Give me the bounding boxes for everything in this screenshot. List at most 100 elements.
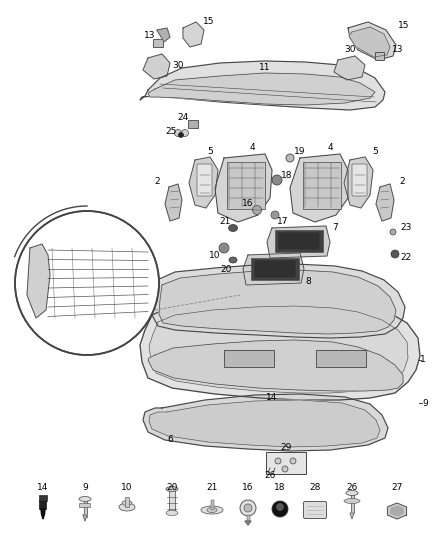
FancyBboxPatch shape [304, 502, 326, 519]
Text: 26: 26 [264, 472, 276, 481]
Text: 30: 30 [344, 45, 356, 54]
Polygon shape [391, 506, 403, 516]
FancyBboxPatch shape [188, 120, 198, 128]
Bar [278, 232, 320, 250]
Text: 19: 19 [294, 148, 306, 157]
Polygon shape [152, 264, 405, 338]
Polygon shape [189, 157, 218, 208]
Text: 4: 4 [327, 143, 333, 152]
Bar [125, 497, 129, 507]
Polygon shape [183, 22, 204, 47]
Polygon shape [290, 154, 348, 222]
Text: 1: 1 [420, 356, 426, 365]
Bar [39, 495, 47, 501]
Polygon shape [245, 521, 251, 525]
Bar [303, 162, 341, 209]
Circle shape [174, 130, 181, 136]
Circle shape [240, 500, 256, 516]
Polygon shape [140, 298, 420, 400]
Bar [224, 350, 274, 367]
FancyBboxPatch shape [80, 504, 91, 507]
Polygon shape [143, 394, 388, 451]
Ellipse shape [201, 506, 223, 514]
FancyBboxPatch shape [153, 39, 163, 47]
Text: 7: 7 [332, 223, 338, 232]
Polygon shape [350, 513, 354, 519]
Polygon shape [215, 154, 272, 222]
Circle shape [252, 206, 261, 214]
Text: 27: 27 [391, 482, 403, 491]
Text: 25: 25 [165, 126, 177, 135]
Circle shape [286, 154, 294, 162]
Circle shape [276, 504, 283, 511]
Ellipse shape [229, 224, 237, 231]
Text: 20: 20 [220, 265, 232, 274]
Text: 8: 8 [305, 278, 311, 287]
Text: 4: 4 [249, 143, 255, 152]
Circle shape [244, 504, 252, 512]
Text: 18: 18 [274, 482, 286, 491]
Ellipse shape [346, 490, 358, 496]
Polygon shape [388, 503, 406, 519]
Bar [350, 493, 353, 513]
Text: 28: 28 [309, 482, 321, 491]
Ellipse shape [122, 500, 132, 505]
Polygon shape [41, 509, 45, 519]
Text: 29: 29 [280, 443, 292, 453]
Polygon shape [148, 340, 403, 391]
Text: 20: 20 [166, 482, 178, 491]
Polygon shape [140, 61, 385, 110]
Circle shape [272, 175, 282, 185]
Polygon shape [334, 56, 365, 80]
FancyBboxPatch shape [352, 164, 367, 196]
Text: 10: 10 [121, 482, 133, 491]
Polygon shape [348, 22, 396, 60]
Text: 16: 16 [242, 199, 254, 208]
Circle shape [282, 466, 288, 472]
Ellipse shape [229, 257, 237, 263]
Bar [227, 162, 265, 209]
Polygon shape [376, 184, 394, 221]
Ellipse shape [166, 487, 178, 491]
Bar [316, 350, 366, 367]
Ellipse shape [207, 507, 217, 513]
Text: 21: 21 [219, 217, 231, 227]
Circle shape [391, 250, 399, 258]
Text: 9: 9 [422, 399, 428, 408]
Polygon shape [149, 400, 380, 447]
Bar [275, 230, 323, 252]
Polygon shape [243, 253, 304, 285]
Text: 22: 22 [400, 254, 412, 262]
FancyBboxPatch shape [375, 52, 385, 61]
Text: 2: 2 [154, 177, 160, 187]
Polygon shape [83, 515, 87, 521]
Polygon shape [165, 184, 182, 221]
Text: 21: 21 [206, 482, 218, 491]
Text: 15: 15 [398, 20, 410, 29]
FancyBboxPatch shape [266, 452, 306, 474]
Ellipse shape [119, 503, 135, 511]
Polygon shape [159, 270, 396, 334]
Text: 14: 14 [266, 393, 278, 402]
Text: 2: 2 [399, 177, 405, 187]
Text: 9: 9 [82, 482, 88, 491]
Bar [211, 500, 213, 510]
Text: 30: 30 [172, 61, 184, 69]
Ellipse shape [166, 511, 178, 515]
Polygon shape [349, 27, 390, 57]
Bar [247, 515, 250, 521]
Circle shape [271, 211, 279, 219]
Text: 10: 10 [209, 252, 221, 261]
Circle shape [15, 211, 159, 355]
Text: 23: 23 [400, 223, 412, 232]
Bar [169, 489, 175, 513]
Circle shape [179, 133, 184, 138]
Polygon shape [267, 226, 330, 258]
Circle shape [219, 243, 229, 253]
Polygon shape [27, 244, 50, 318]
Circle shape [272, 501, 288, 517]
Text: 6: 6 [167, 435, 173, 445]
Bar [254, 260, 296, 278]
Text: 11: 11 [259, 63, 271, 72]
Polygon shape [148, 73, 375, 105]
